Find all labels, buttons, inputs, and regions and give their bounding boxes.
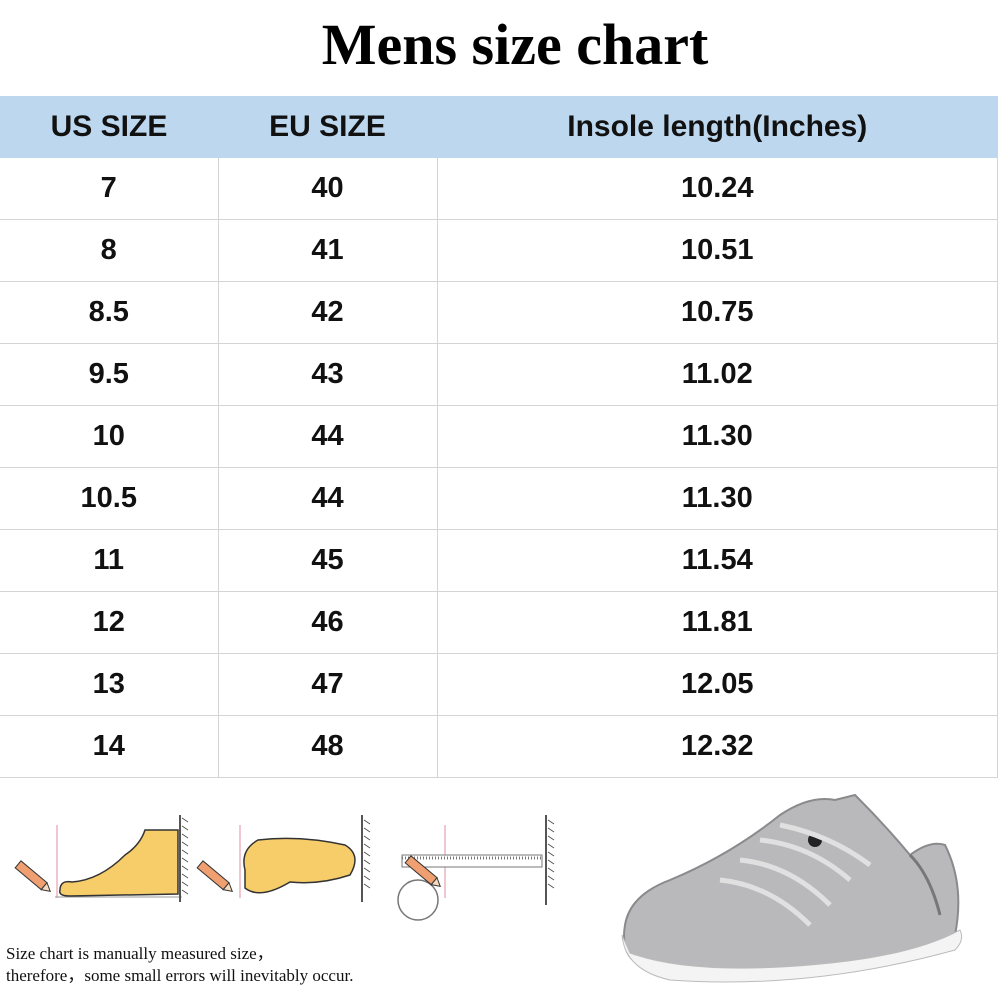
table-header-row: US SIZE EU SIZE Insole length(Inches) xyxy=(0,96,998,158)
eu-size-cell: 48 xyxy=(217,715,438,778)
table-row: 10 44 11.30 xyxy=(0,405,998,468)
header-insole-length: Insole length(Inches) xyxy=(437,96,998,158)
table-row: 13 47 12.05 xyxy=(0,653,998,716)
measurement-note: Size chart is manually measured size， th… xyxy=(6,943,353,987)
insole-length-cell: 12.05 xyxy=(436,653,998,716)
eu-size-cell: 44 xyxy=(217,405,438,468)
ruler-tape-measure-icon xyxy=(397,815,555,921)
eu-size-cell: 41 xyxy=(217,219,438,282)
table-row: 10.5 44 11.30 xyxy=(0,467,998,530)
us-size-cell: 8 xyxy=(0,219,219,282)
page-title: Mens size chart xyxy=(321,12,709,77)
table-row: 9.5 43 11.02 xyxy=(0,343,998,406)
eu-size-cell: 46 xyxy=(217,591,438,654)
table-row: 12 46 11.81 xyxy=(0,591,998,654)
table-row: 14 48 12.32 xyxy=(0,715,998,778)
header-eu-size: EU SIZE xyxy=(218,96,437,158)
us-size-cell: 9.5 xyxy=(0,343,219,406)
us-size-cell: 13 xyxy=(0,653,219,716)
us-size-cell: 14 xyxy=(0,715,219,778)
eu-size-cell: 45 xyxy=(217,529,438,592)
table-row: 8.5 42 10.75 xyxy=(0,281,998,344)
table-row: 11 45 11.54 xyxy=(0,529,998,592)
insole-length-cell: 10.24 xyxy=(436,158,998,220)
eu-size-cell: 44 xyxy=(217,467,438,530)
eu-size-cell: 47 xyxy=(217,653,438,716)
insole-length-cell: 11.02 xyxy=(436,343,998,406)
eu-size-cell: 43 xyxy=(217,343,438,406)
table-row: 8 41 10.51 xyxy=(0,219,998,282)
insole-length-cell: 11.30 xyxy=(436,467,998,530)
foot-top-measure-icon xyxy=(196,815,371,902)
insole-length-cell: 12.32 xyxy=(436,715,998,778)
us-size-cell: 8.5 xyxy=(0,281,219,344)
header-us-size: US SIZE xyxy=(0,96,218,158)
us-size-cell: 10.5 xyxy=(0,467,219,530)
note-line-1: Size chart is manually measured size， xyxy=(6,944,274,963)
table-row: 7 40 10.24 xyxy=(0,158,998,220)
shoe-image xyxy=(621,793,963,983)
us-size-cell: 11 xyxy=(0,529,219,592)
us-size-cell: 12 xyxy=(0,591,219,654)
insole-length-cell: 11.30 xyxy=(436,405,998,468)
us-size-cell: 10 xyxy=(0,405,219,468)
insole-length-cell: 10.75 xyxy=(436,281,998,344)
note-line-2: therefore，some small errors will inevita… xyxy=(6,966,354,985)
eu-size-cell: 40 xyxy=(217,158,438,220)
insole-length-cell: 11.81 xyxy=(436,591,998,654)
us-size-cell: 7 xyxy=(0,158,219,220)
insole-length-cell: 11.54 xyxy=(436,529,998,592)
eu-size-cell: 42 xyxy=(217,281,438,344)
foot-side-measure-icon xyxy=(14,815,189,902)
insole-length-cell: 10.51 xyxy=(436,219,998,282)
measurement-illustrations xyxy=(14,815,555,921)
